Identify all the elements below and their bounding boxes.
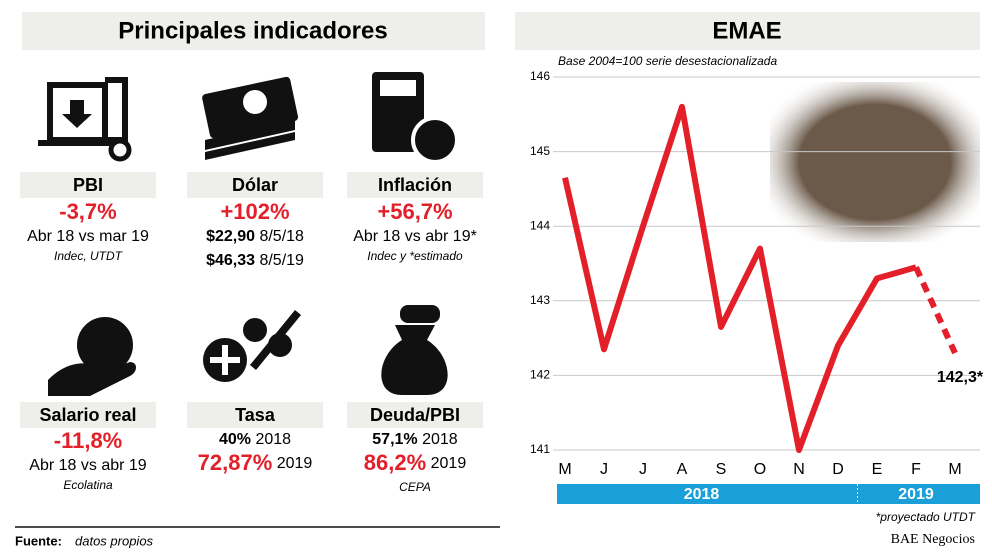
header-bg: [22, 12, 485, 50]
name-bg: [187, 172, 323, 198]
header-title: Principales indicadores: [118, 17, 387, 44]
name-bg: [347, 172, 483, 198]
name-bg: [20, 402, 156, 428]
source: datos propios: [75, 533, 154, 548]
indicator-detail: Abr 18 vs mar 19: [27, 228, 149, 245]
chart-header-bg: [515, 12, 980, 50]
detail-strong: 40%: [219, 431, 251, 448]
y-tick-label: 141: [530, 442, 550, 456]
name-bg: [347, 402, 483, 428]
detail-strong: 86,2%: [364, 450, 426, 475]
x-tick-label: S: [716, 461, 727, 478]
indicator-source: Ecolatina: [63, 478, 113, 492]
indicator-detail: Abr 18 vs abr 19: [29, 457, 147, 474]
detail-strong: $46,33: [206, 252, 255, 269]
photo: [770, 82, 980, 242]
y-tick-label: 145: [530, 144, 550, 158]
icon-pbi: [38, 77, 132, 162]
x-tick-label: N: [793, 461, 805, 478]
detail-text: 2018: [422, 431, 458, 448]
x-tick-label: J: [639, 461, 647, 478]
series-line: [562, 103, 917, 453]
indicator-name: PBI: [73, 175, 103, 195]
indicator-source: CEPA: [399, 480, 431, 494]
detail-text: Abr 18 vs abr 19*: [353, 228, 477, 245]
indicator-name: Inflación: [378, 175, 452, 195]
detail-text: Abr 18 vs mar 19: [27, 228, 149, 245]
indicator-name: Dólar: [232, 175, 278, 195]
x-tick-label: A: [677, 461, 688, 478]
x-tick-label: M: [558, 461, 571, 478]
y-tick-label: 146: [530, 69, 550, 83]
x-tick-label: D: [832, 461, 844, 478]
indicator-detail: $22,90 8/5/18: [206, 228, 304, 245]
name-bg: [187, 402, 323, 428]
period-label: 2019: [898, 486, 934, 503]
detail-text: 2019: [277, 455, 313, 472]
indicator-name: Salario real: [39, 405, 136, 425]
indicator-detail: 57,1% 2018: [372, 431, 458, 448]
indicator-detail: $46,33 8/5/19: [206, 252, 304, 269]
name-bg: [20, 172, 156, 198]
brand: BAE Negocios: [891, 532, 975, 547]
indicator-name: Deuda/PBI: [370, 405, 460, 425]
period-label: 2018: [684, 486, 720, 503]
icon-salario: [48, 317, 136, 396]
x-tick-label: M: [948, 461, 961, 478]
icon-dolar: [202, 76, 299, 160]
x-tick-label: F: [911, 461, 921, 478]
series-line-projected: [913, 265, 958, 355]
indicator-value: +56,7%: [377, 199, 452, 224]
source-label: Fuente:: [15, 533, 62, 548]
period-bar: [557, 484, 980, 504]
detail-strong: 57,1%: [372, 431, 417, 448]
detail-text: 8/5/19: [259, 252, 304, 269]
indicator-value: -11,8%: [54, 428, 123, 453]
icon-inflacion: [372, 72, 459, 164]
chart-title: EMAE: [712, 17, 781, 44]
indicator-detail: Abr 18 vs abr 19*: [353, 228, 477, 245]
detail-strong: 72,87%: [198, 450, 273, 475]
y-tick-label: 144: [530, 218, 550, 232]
detail-text: 2018: [255, 431, 291, 448]
indicator-source: Indec y *estimado: [367, 249, 463, 263]
detail-text: Abr 18 vs abr 19: [29, 457, 147, 474]
x-tick-label: J: [600, 461, 608, 478]
value-label: 142,3*: [937, 369, 984, 386]
indicator-name: Tasa: [235, 405, 276, 425]
indicator-detail: 40% 2018: [219, 431, 291, 448]
detail-text: 8/5/18: [259, 228, 304, 245]
indicator-value: +102%: [220, 199, 289, 224]
icons: [38, 72, 459, 396]
indicator-detail: 86,2% 2019: [364, 450, 467, 475]
indicator-source: Indec, UTDT: [54, 249, 124, 263]
y-tick-label: 142: [530, 368, 550, 382]
indicator-value: -3,7%: [59, 199, 116, 224]
chart-subtitle: Base 2004=100 serie desestacionalizada: [558, 54, 777, 68]
chart-note: *proyectado UTDT: [876, 510, 977, 524]
icon-tasa: [203, 310, 301, 382]
x-tick-label: E: [872, 461, 883, 478]
icon-deuda: [381, 305, 448, 395]
x-tick-label: O: [754, 461, 766, 478]
detail-text: 2019: [431, 455, 467, 472]
indicator-detail: 72,87% 2019: [198, 450, 313, 475]
detail-strong: $22,90: [206, 228, 255, 245]
y-tick-label: 143: [530, 293, 550, 307]
